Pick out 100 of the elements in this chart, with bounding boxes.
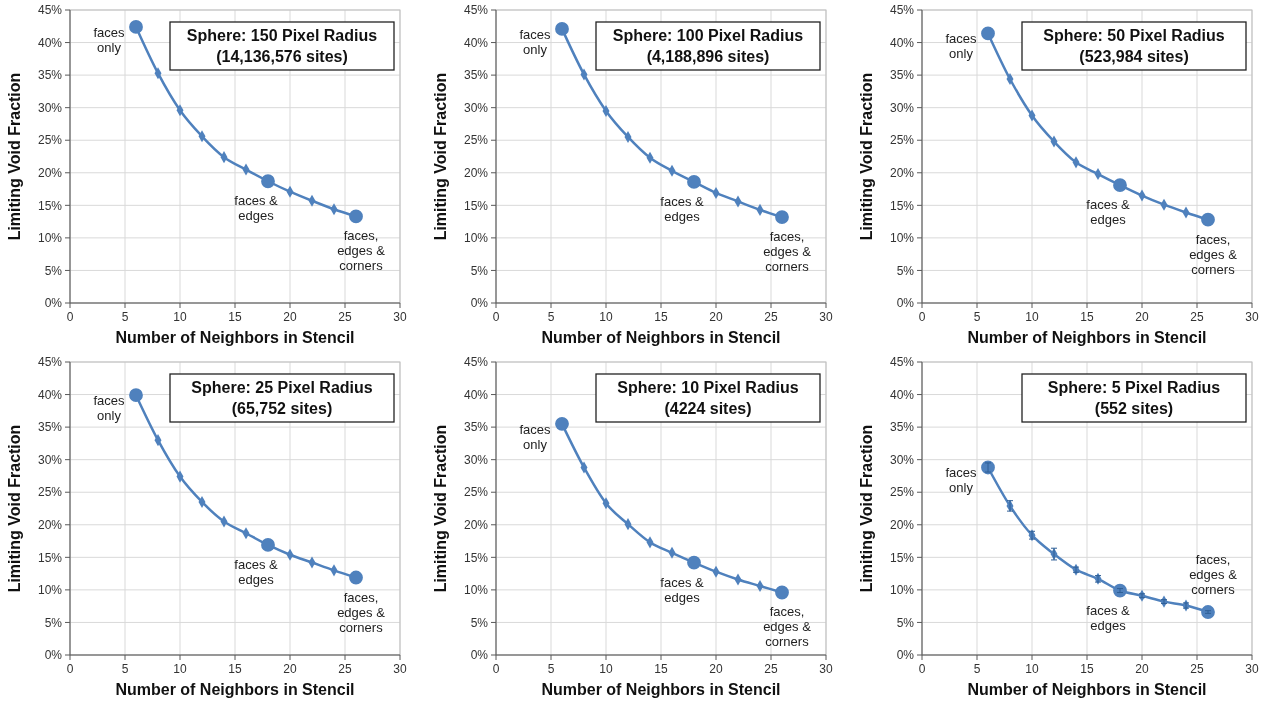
y-tick-label: 40% [37,387,63,402]
x-tick-label: 15 [654,662,668,676]
annotation: faces only [519,421,552,452]
x-axis-title: Number of Neighbors in Stencil [541,329,781,346]
x-tick-label: 15 [1080,662,1094,676]
annotation: faces only [519,26,552,57]
text: (65,752 sites) [231,400,333,417]
text: Sphere: 150 Pixel Radius [186,27,378,44]
y-tick-label: 20% [889,165,915,180]
x-tick-label: 25 [1190,310,1204,324]
annotation: faces & edges [234,556,278,587]
y-tick-label: 25% [463,133,489,148]
y-tick-label: 10% [463,231,489,246]
y-tick-label: 30% [463,452,489,467]
x-tick-label: 10 [1025,662,1039,676]
x-tick-label: 30 [1245,310,1259,324]
x-axis-title: Number of Neighbors in Stencil [115,681,355,698]
x-tick-label: 30 [393,310,407,324]
x-tick-label: 0 [918,310,926,324]
y-axis-title: Limiting Void Fraction [432,72,449,241]
y-tick-label: 20% [463,165,489,180]
annotation: faces only [945,31,978,62]
y-tick-label: 10% [889,583,915,598]
x-tick-label: 5 [547,310,555,324]
x-tick-label: 0 [918,662,926,676]
annotation: faces, edges & corners [337,228,386,274]
x-tick-label: 5 [973,662,981,676]
annotation: faces & edges [660,193,704,224]
y-tick-label: 45% [463,355,489,370]
x-tick-label: 25 [764,662,778,676]
y-axis-title: Limiting Void Fraction [858,72,875,241]
x-tick-label: 25 [338,662,352,676]
y-tick-label: 40% [37,35,63,50]
x-tick-label: 20 [1135,662,1149,676]
x-axis-title: Number of Neighbors in Stencil [541,681,781,698]
annotation: faces & edges [1086,197,1130,228]
y-tick-label: 40% [463,35,489,50]
x-tick-label: 10 [173,662,187,676]
x-tick-label: 25 [764,310,778,324]
x-tick-label: 20 [283,310,297,324]
x-tick-label: 30 [819,662,833,676]
y-tick-label: 35% [889,68,915,83]
y-tick-label: 35% [463,420,489,435]
y-tick-label: 5% [470,615,489,630]
y-tick-label: 5% [896,615,915,630]
x-tick-label: 5 [121,662,129,676]
annotation: faces & edges [1086,602,1130,633]
y-tick-label: 45% [463,3,489,18]
x-tick-label: 15 [228,662,242,676]
x-tick-label: 0 [492,310,500,324]
y-tick-label: 10% [889,231,915,246]
text: Sphere: 5 Pixel Radius [1047,379,1221,396]
text: Sphere: 25 Pixel Radius [191,379,373,396]
y-tick-label: 30% [37,100,63,115]
x-tick-label: 15 [654,310,668,324]
y-axis-title: Limiting Void Fraction [432,424,449,593]
x-tick-label: 0 [66,662,74,676]
y-tick-label: 25% [889,485,915,500]
y-tick-label: 45% [889,355,915,370]
y-tick-label: 45% [889,3,915,18]
y-tick-label: 45% [37,355,63,370]
y-tick-label: 25% [463,485,489,500]
annotation: faces only [93,393,126,424]
x-tick-label: 5 [547,662,555,676]
text: (4,188,896 sites) [646,48,770,65]
y-tick-label: 15% [37,198,63,213]
y-tick-label: 15% [37,550,63,565]
annotation: faces, edges & corners [337,589,386,635]
annotation: faces & edges [234,193,278,224]
annotation: faces, edges & corners [1189,231,1238,277]
y-tick-label: 10% [463,583,489,598]
y-tick-label: 30% [889,100,915,115]
x-axis-title: Number of Neighbors in Stencil [967,329,1207,346]
x-tick-label: 10 [599,662,613,676]
x-tick-label: 20 [709,310,723,324]
y-tick-label: 20% [37,165,63,180]
annotation: faces, edges & corners [763,229,812,275]
x-tick-label: 20 [1135,310,1149,324]
y-tick-label: 35% [463,68,489,83]
y-tick-label: 15% [463,550,489,565]
x-axis-title: Number of Neighbors in Stencil [115,329,355,346]
x-tick-label: 30 [393,662,407,676]
y-tick-label: 20% [37,517,63,532]
y-tick-label: 40% [889,35,915,50]
y-tick-label: 45% [37,3,63,18]
y-tick-label: 30% [463,100,489,115]
x-axis-title: Number of Neighbors in Stencil [967,681,1207,698]
y-tick-label: 30% [889,452,915,467]
text: (14,136,576 sites) [216,48,348,65]
annotation: faces, edges & corners [763,604,812,650]
x-tick-label: 10 [599,310,613,324]
text: Sphere: 100 Pixel Radius [612,27,804,44]
text: (4224 sites) [664,400,752,417]
y-tick-label: 15% [889,198,915,213]
x-tick-label: 10 [173,310,187,324]
x-tick-label: 20 [283,662,297,676]
y-tick-label: 5% [470,263,489,278]
x-tick-label: 15 [1080,310,1094,324]
text: (552 sites) [1094,400,1174,417]
x-tick-label: 25 [1190,662,1204,676]
